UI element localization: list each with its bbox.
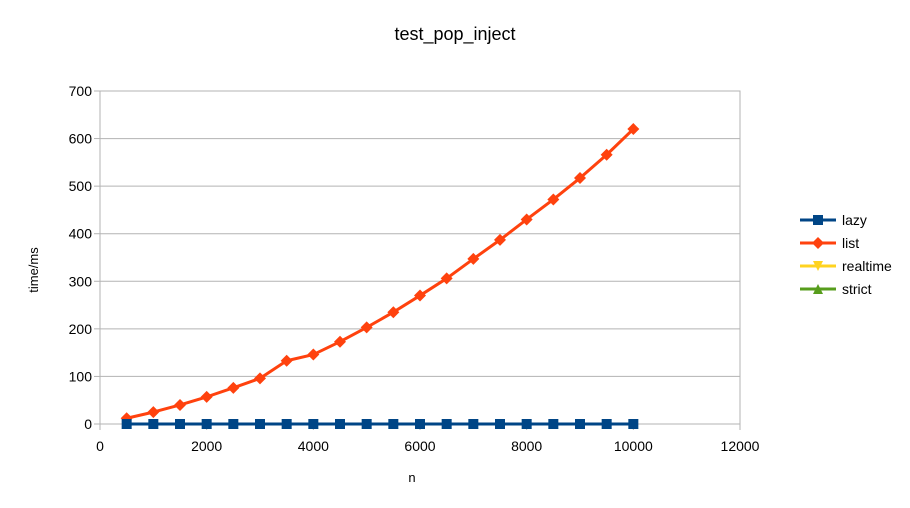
data-point [308,419,319,429]
data-point [175,419,185,429]
data-point [174,398,186,411]
data-point [414,289,426,302]
legend-item-lazy: lazy [800,212,867,228]
y-tick-label: 700 [69,83,93,99]
y-tick-label: 0 [84,416,92,432]
data-point [148,419,159,429]
y-tick-label: 400 [69,226,93,242]
data-point [121,419,132,429]
data-point [335,419,345,429]
data-point [495,419,505,429]
x-tick-label: 8000 [511,438,542,454]
data-point [628,419,639,429]
data-point [600,148,613,161]
legend-label: strict [842,281,872,297]
data-point [468,419,479,429]
legend: lazy list realtime strict [800,212,892,297]
data-point [361,419,372,429]
data-point [627,123,640,136]
y-axis-ticks: 0 100 200 300 400 500 600 700 [69,83,100,432]
x-tick-label: 2000 [191,438,222,454]
data-point [813,261,823,271]
data-point [547,193,560,206]
legend-item-list: list [800,235,859,251]
chart-title: test_pop_inject [394,24,515,45]
data-point [387,306,400,319]
data-point [254,372,266,385]
x-tick-label: 10000 [614,438,653,454]
data-point [200,390,213,403]
data-point [228,419,239,429]
legend-label: list [842,235,859,251]
data-point [601,419,612,429]
data-point [307,348,320,361]
y-tick-label: 600 [69,131,93,147]
gridlines [100,90,740,425]
data-point [388,419,399,429]
plot-area-border [99,90,741,425]
data-point [813,215,823,225]
series-list [120,123,640,425]
data-point [281,419,292,429]
data-point [520,213,533,226]
data-point [440,272,453,285]
legend-label: lazy [842,212,867,228]
data-point [575,419,585,429]
data-point [812,237,824,249]
data-point [521,419,532,429]
data-point [255,419,265,429]
y-tick-label: 100 [69,368,93,384]
x-tick-label: 12000 [721,438,760,454]
x-tick-label: 4000 [298,438,329,454]
data-point [227,381,240,394]
x-axis-ticks: 0 2000 4000 6000 8000 10000 12000 [96,424,760,454]
legend-item-strict: strict [800,281,872,297]
data-point [467,252,480,265]
data-point [574,172,586,185]
y-tick-label: 200 [69,321,93,337]
y-tick-label: 300 [69,273,93,289]
x-axis-label: n [408,470,415,485]
data-point [494,233,506,246]
data-point [360,321,373,334]
data-point [441,419,452,429]
series-lazy [121,419,639,429]
data-point [280,354,293,367]
y-tick-label: 500 [69,178,93,194]
data-point [201,419,212,429]
data-point [147,406,160,419]
x-tick-label: 0 [96,438,104,454]
legend-item-realtime: realtime [800,258,892,274]
data-point [334,335,346,348]
legend-label: realtime [842,258,892,274]
y-axis-label: time/ms [26,247,41,293]
x-tick-label: 6000 [404,438,435,454]
data-point [813,284,823,294]
series-layer [120,123,640,429]
data-point [415,419,425,429]
series-line [126,127,635,420]
data-point [548,419,559,429]
